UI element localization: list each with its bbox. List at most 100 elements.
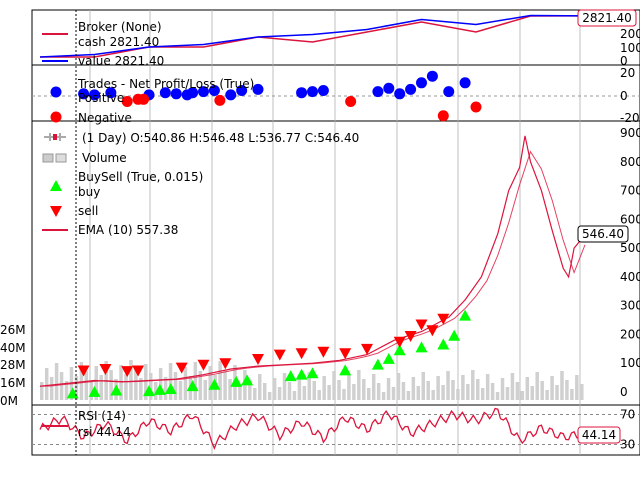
volume-bar xyxy=(153,382,158,400)
volume-bar xyxy=(272,378,277,400)
positive-trade-point xyxy=(187,87,199,99)
price-y-tick-label: 900 xyxy=(620,126,640,140)
volume-bar xyxy=(139,378,143,400)
positive-trade-point xyxy=(426,70,438,82)
volume-bar xyxy=(362,379,366,400)
volume-bar xyxy=(178,381,183,400)
volume-bar xyxy=(94,366,98,400)
sell-marker xyxy=(219,358,232,370)
volume-bar xyxy=(371,374,376,400)
trades-y-tick-label: 20 xyxy=(620,66,635,80)
volume-bar xyxy=(446,371,450,400)
volume-bar xyxy=(456,389,460,400)
volume-bar xyxy=(426,381,430,400)
volume-bar xyxy=(84,371,89,400)
volume-bar xyxy=(134,369,138,400)
volume-bar xyxy=(451,380,455,400)
positive-trade-point xyxy=(89,89,100,101)
volume-bar xyxy=(203,380,207,400)
volume-bar xyxy=(258,374,262,400)
trades-legend-negative: Negative xyxy=(78,111,132,125)
positive-trade-point xyxy=(159,87,171,99)
volume-bar xyxy=(144,364,148,400)
price-value-tag-text: 546.40 xyxy=(582,227,624,241)
broker-value-tag-text: 2821.40 xyxy=(582,11,632,25)
negative-trade-point xyxy=(437,110,449,122)
volume-bar xyxy=(193,362,198,400)
volume-bar xyxy=(525,377,530,400)
volume-bar xyxy=(386,378,391,400)
volume-bar xyxy=(282,373,287,400)
broker-plot xyxy=(39,14,586,58)
rsi-value-tag: 44.14 xyxy=(577,426,621,444)
volume-bar xyxy=(495,392,500,400)
positive-trade-point xyxy=(307,86,318,98)
volume-bar xyxy=(54,363,59,400)
positive-trade-point xyxy=(416,77,427,89)
volume-bar xyxy=(163,377,168,400)
volume-bar xyxy=(411,377,416,400)
volume-bar xyxy=(406,391,411,400)
positive-trade-point xyxy=(252,83,264,95)
buy-marker xyxy=(208,378,221,390)
volume-bar xyxy=(347,375,351,400)
buy-marker xyxy=(153,383,166,395)
volume-bar xyxy=(367,388,371,400)
broker-legend-value: value 2821.40 xyxy=(78,54,164,68)
volume-bar xyxy=(550,376,554,400)
volume-bar xyxy=(357,370,361,400)
volume-bar xyxy=(565,380,569,400)
buy-marker xyxy=(371,358,384,370)
volume-bar xyxy=(149,373,153,400)
volume-bar xyxy=(535,372,539,400)
sell-marker xyxy=(404,330,417,342)
sell-marker xyxy=(132,365,145,377)
price-legend: (1 Day) O:540.86 H:546.48 L:536.77 C:546… xyxy=(42,131,359,237)
negative-trade-point xyxy=(345,96,357,107)
volume-bar xyxy=(238,384,242,400)
sell-marker xyxy=(197,359,210,371)
volume-y-tick-label: 40M xyxy=(0,341,26,355)
volume-bar xyxy=(119,365,123,400)
trades-legend: Trades - Net Profit/Loss (True) Positive… xyxy=(50,77,254,125)
buy-marker xyxy=(88,385,101,397)
buy-marker xyxy=(143,385,155,397)
price-y-tick-label: 400 xyxy=(620,270,640,284)
price-legend-ema: EMA (10) 557.38 xyxy=(78,223,178,237)
volume-bar xyxy=(287,382,292,400)
volume-bar xyxy=(376,383,381,400)
volume-bar xyxy=(262,383,267,400)
volume-bar xyxy=(218,361,222,400)
trades-y-tick-label: 0 xyxy=(620,89,628,103)
price-y-tick-label: 100 xyxy=(620,356,640,370)
rsi-plot xyxy=(32,407,640,451)
trades-plot xyxy=(32,70,640,122)
trades-y-tick-label: -20 xyxy=(620,111,640,125)
positive-trade-point xyxy=(105,87,117,99)
volume-bar xyxy=(570,389,574,400)
positive-trade-point xyxy=(443,86,455,98)
volume-bar xyxy=(277,387,282,400)
sell-marker xyxy=(252,353,264,365)
volume-bar xyxy=(575,375,579,400)
sell-marker xyxy=(339,348,352,360)
price-legend-sell: sell xyxy=(78,204,98,218)
buy-marker xyxy=(306,367,319,379)
volume-bar xyxy=(332,371,336,400)
volume-bar xyxy=(99,375,103,400)
volume-bar xyxy=(40,382,44,400)
broker-value-tag: 2821.40 xyxy=(577,9,637,27)
volume-bar xyxy=(441,385,445,400)
price-y-tick-label: 800 xyxy=(620,155,640,169)
volume-bar xyxy=(510,373,515,400)
volume-bar xyxy=(580,384,584,400)
trades-legend-positive: Positive xyxy=(78,91,124,105)
volume-bar xyxy=(248,379,252,400)
rsi-legend-title: RSI (14) xyxy=(78,409,126,423)
negative-trade-point xyxy=(214,94,226,106)
sell-marker xyxy=(295,348,308,360)
volume-bar xyxy=(480,388,485,400)
volume-bar xyxy=(352,384,356,400)
sell-marker xyxy=(415,319,428,331)
volume-bar xyxy=(44,368,49,400)
